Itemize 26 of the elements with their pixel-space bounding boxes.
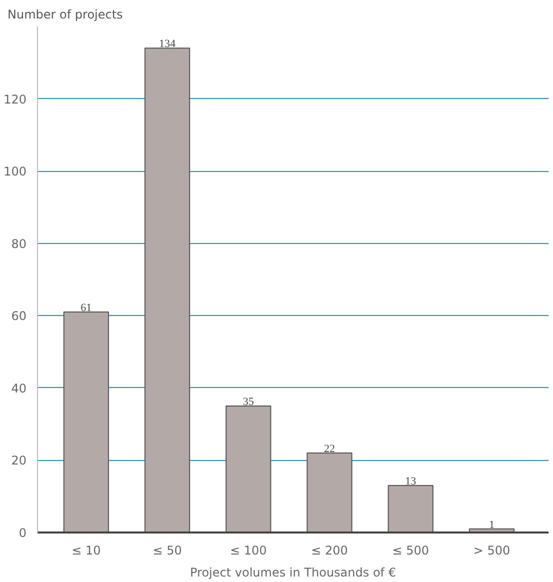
bar — [388, 485, 434, 532]
data-label: 22 — [324, 442, 335, 455]
bar — [63, 312, 109, 532]
y-tick-label: 60 — [11, 309, 27, 324]
y-tick-label: 40 — [11, 381, 27, 396]
y-tick-label: 80 — [11, 236, 27, 251]
y-tick-label: 120 — [4, 92, 26, 106]
y-tick-label: 20 — [11, 454, 27, 468]
data-label: 1 — [488, 518, 494, 531]
x-tick-label: ≤ 100 — [230, 544, 267, 558]
bar — [306, 452, 352, 532]
x-tick-label: ≤ 500 — [392, 544, 430, 558]
x-tick-label: ≤ 200 — [311, 544, 348, 558]
x-tick-label: ≤ 10 — [72, 544, 101, 558]
data-label: 134 — [159, 38, 176, 50]
data-label: 13 — [405, 476, 417, 488]
x-tick-label: > 500 — [473, 544, 510, 558]
data-label: 61 — [80, 302, 92, 314]
bar — [144, 48, 190, 532]
y-axis-title: Number of projects — [8, 8, 123, 22]
y-tick-label: 0 — [18, 526, 27, 540]
x-tick-label: ≤ 50 — [152, 544, 182, 558]
data-label: 35 — [242, 396, 254, 408]
bar — [226, 406, 272, 532]
y-tick-label: 100 — [4, 164, 26, 179]
x-axis-title: Project volumes in Thousands of € — [190, 566, 396, 580]
